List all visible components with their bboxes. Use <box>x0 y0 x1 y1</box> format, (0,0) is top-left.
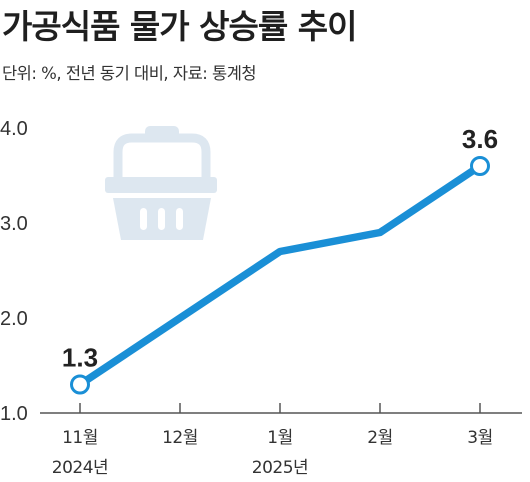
data-label: 3.6 <box>462 124 498 154</box>
x-year-label: 2025년 <box>252 458 308 478</box>
shopping-basket-icon <box>105 126 217 240</box>
series-line <box>76 162 484 389</box>
x-tick-label: 11월 <box>62 428 98 448</box>
x-tick-label: 12월 <box>162 428 198 448</box>
data-label: 1.3 <box>62 343 98 373</box>
x-tick-label: 3월 <box>467 428 492 448</box>
y-tick-label: 3.0 <box>0 213 28 235</box>
y-tick-label: 2.0 <box>0 308 28 330</box>
x-year-label: 2024년 <box>52 458 108 478</box>
data-point <box>470 156 490 176</box>
y-tick-label: 4.0 <box>0 118 28 140</box>
x-tick-label: 2월 <box>367 428 392 448</box>
x-tick-label: 1월 <box>267 428 292 448</box>
data-point <box>70 374 90 395</box>
chart-subtitle: 단위: %, 전년 동기 대비, 자료: 통계청 <box>2 64 257 83</box>
chart-title: 가공식품 물가 상승률 추이 <box>2 7 357 46</box>
y-tick-label: 1.0 <box>0 403 28 425</box>
